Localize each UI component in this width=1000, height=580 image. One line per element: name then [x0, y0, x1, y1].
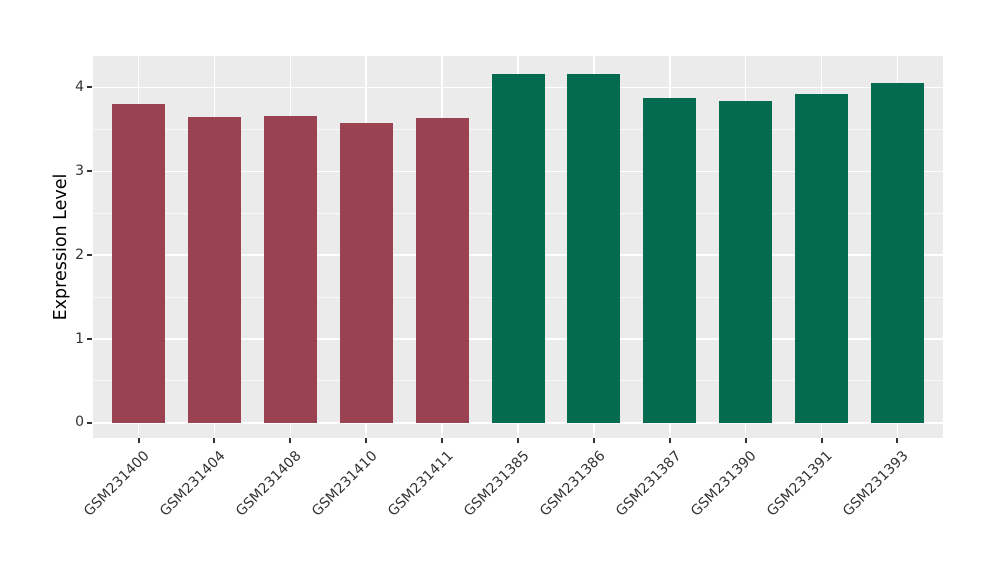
x-tick-label: GSM231387 [612, 448, 685, 520]
x-tick-label: GSM231410 [308, 448, 381, 520]
x-tick-mark [668, 438, 671, 443]
bar [643, 98, 697, 423]
x-tick-label: GSM231385 [460, 448, 533, 520]
x-tick-label: GSM231393 [840, 448, 912, 520]
y-tick-label: 2 [75, 246, 84, 263]
bar [567, 74, 621, 423]
x-tick-label: GSM231400 [81, 448, 153, 520]
x-tick-mark [289, 438, 292, 443]
y-tick-mark [87, 421, 92, 424]
x-tick-mark [365, 438, 368, 443]
x-tick-mark [820, 438, 823, 443]
x-tick-mark [441, 438, 444, 443]
x-tick-label: GSM231390 [688, 448, 761, 520]
plot-panel [93, 56, 943, 438]
y-tick-mark [87, 254, 92, 257]
x-tick-label: GSM231408 [233, 448, 305, 520]
y-tick-mark [87, 86, 92, 89]
bar [491, 74, 545, 423]
bar [415, 117, 469, 423]
x-tick-mark [896, 438, 899, 443]
y-tick-mark [87, 170, 92, 173]
x-tick-mark [592, 438, 595, 443]
bar [339, 122, 393, 423]
y-tick-label: 3 [75, 162, 84, 179]
bar [112, 104, 166, 423]
x-tick-label: GSM231391 [764, 448, 836, 520]
bar [795, 94, 849, 423]
y-tick-mark [87, 338, 92, 341]
x-tick-label: GSM231386 [536, 448, 609, 520]
x-tick-mark [517, 438, 519, 443]
x-tick-label: GSM231404 [157, 448, 229, 520]
x-tick-label: GSM231411 [384, 448, 457, 520]
x-tick-mark [137, 438, 140, 443]
bar [263, 115, 317, 423]
bar [187, 116, 241, 423]
bar [870, 83, 924, 423]
x-tick-mark [213, 438, 216, 443]
y-tick-label: 0 [75, 414, 84, 431]
y-tick-label: 4 [75, 78, 84, 95]
bar [719, 100, 773, 423]
x-tick-mark [744, 438, 747, 443]
y-tick-label: 1 [75, 330, 84, 347]
